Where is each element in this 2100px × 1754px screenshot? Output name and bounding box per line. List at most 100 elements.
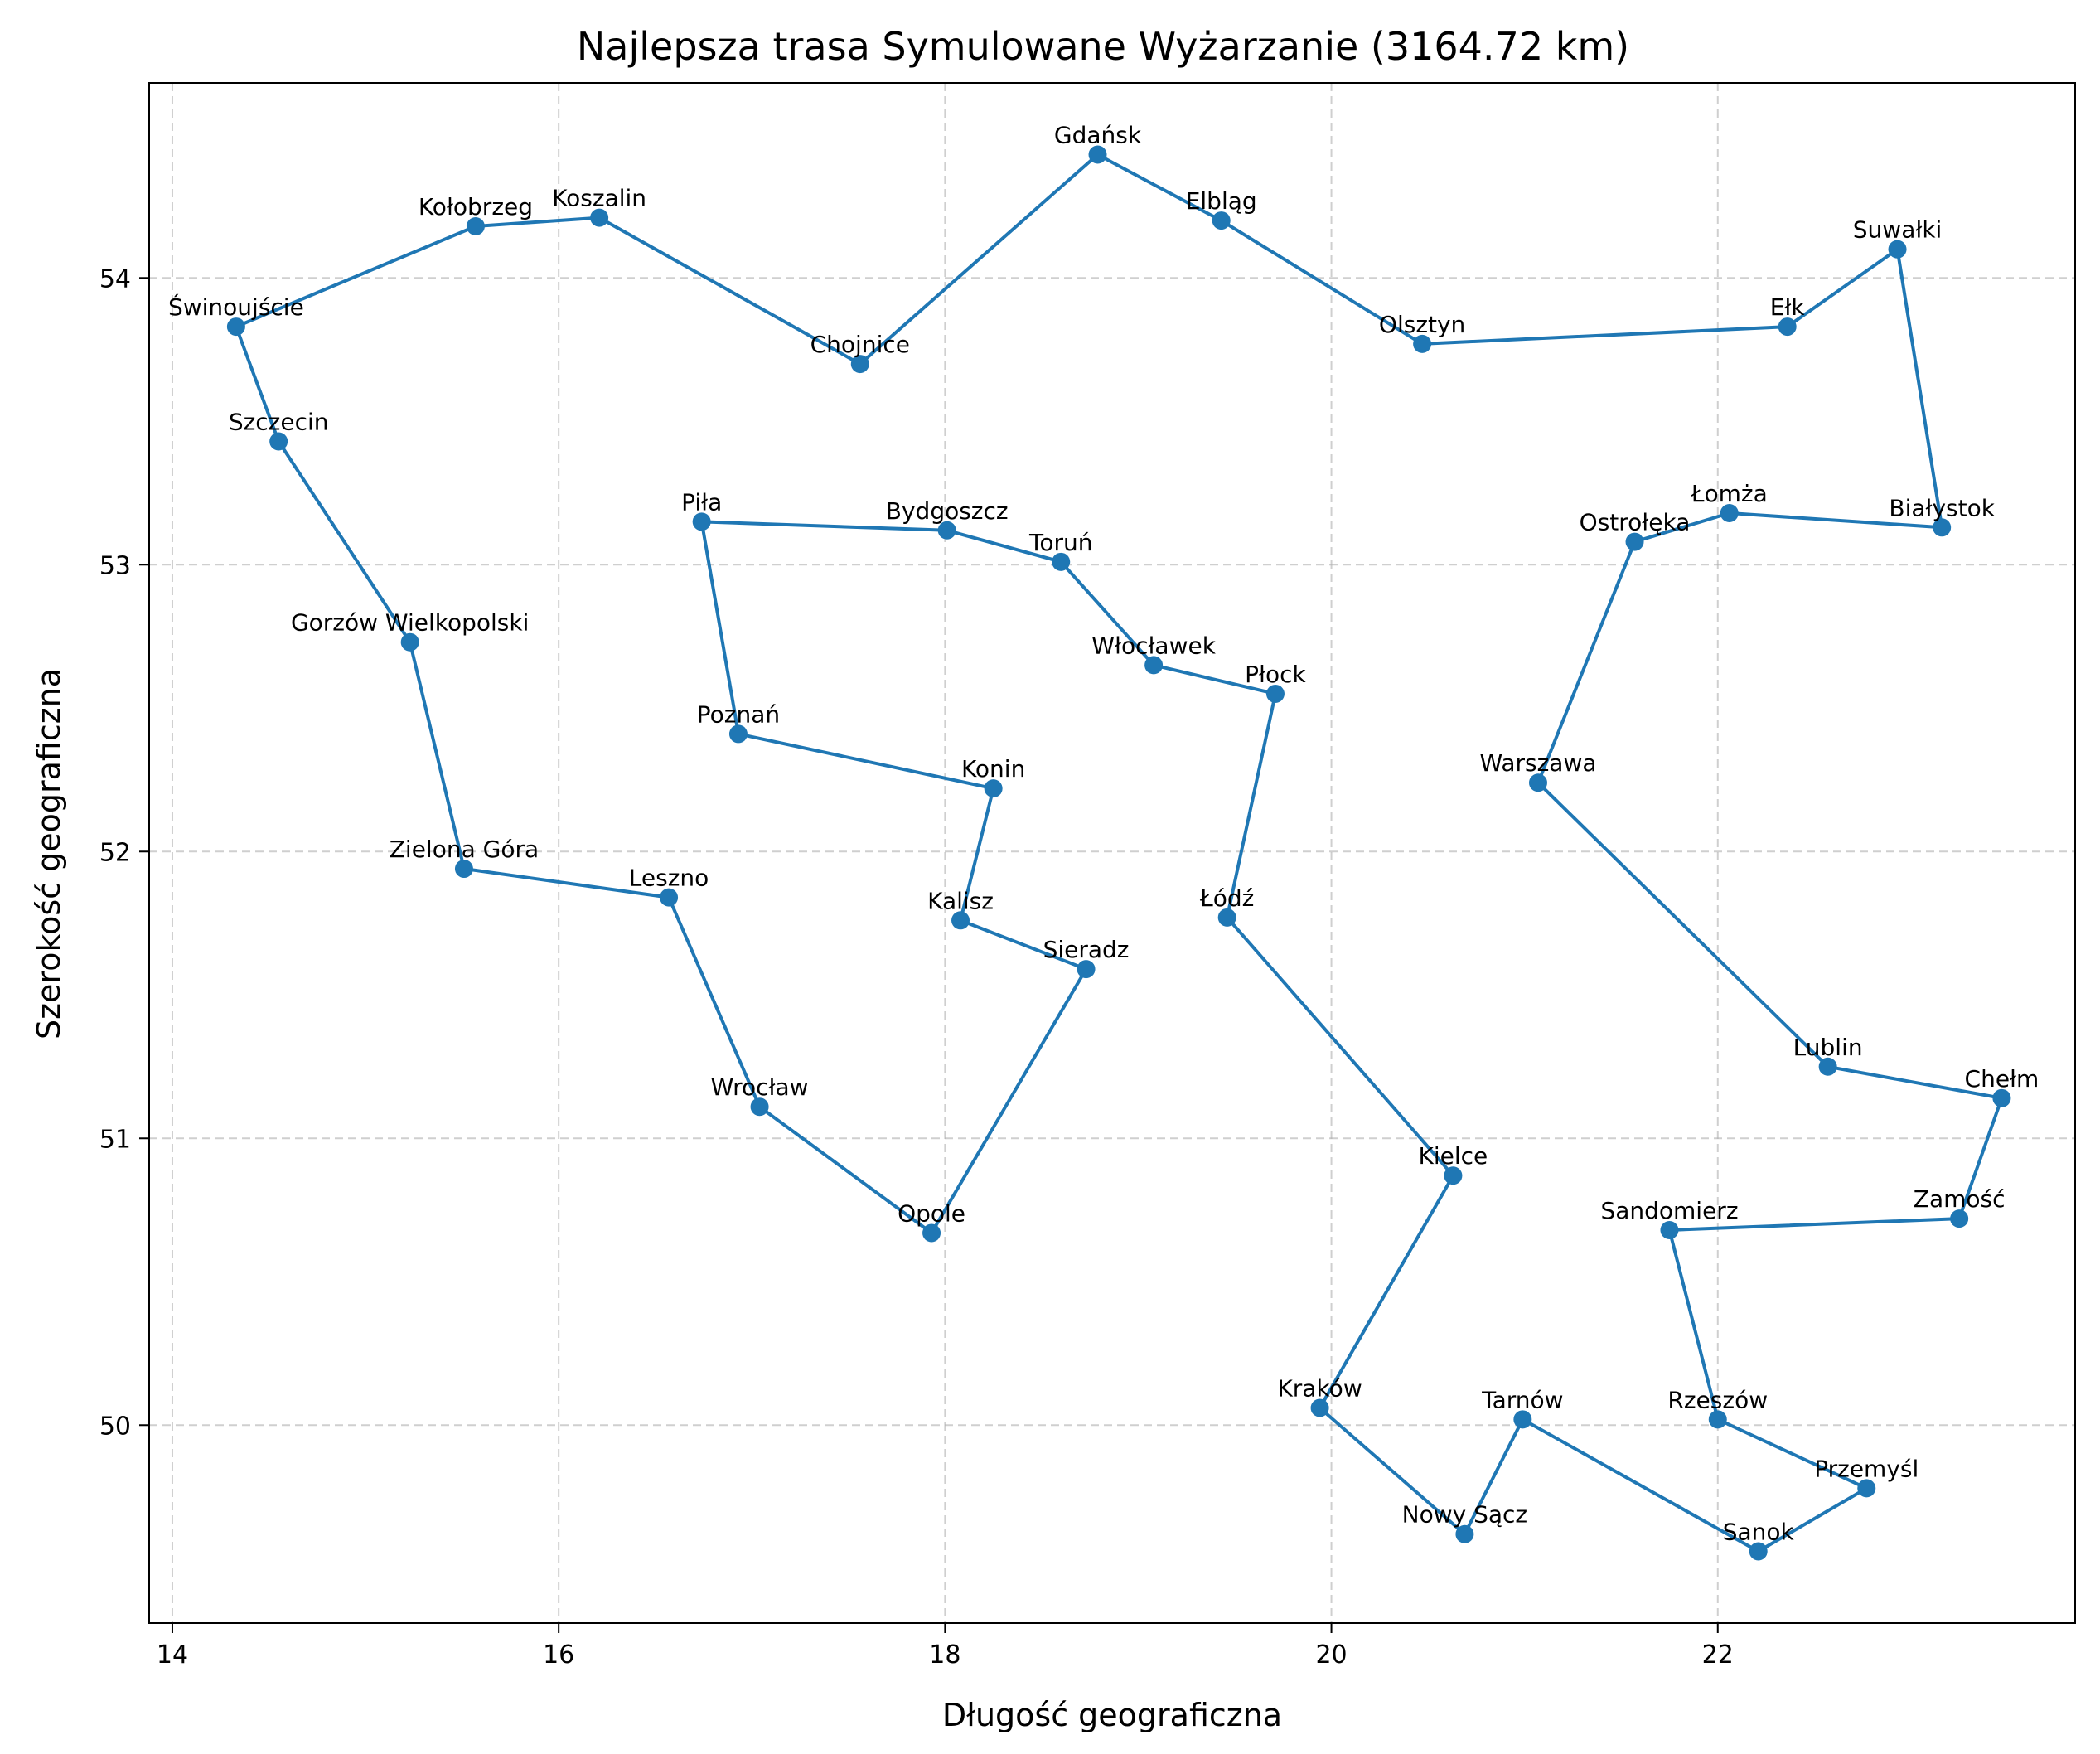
city-point (269, 432, 288, 451)
city-label: Kołobrzeg (419, 193, 533, 220)
city-point (226, 317, 245, 337)
city-points (226, 145, 2011, 1561)
city-label: Kalisz (927, 887, 994, 914)
y-tick-label: 54 (99, 264, 131, 293)
city-label: Bydgoszcz (886, 497, 1009, 525)
city-point (1933, 518, 1952, 537)
city-point (1077, 960, 1096, 979)
city-label: Sandomierz (1600, 1197, 1738, 1224)
city-label: Chojnice (810, 331, 910, 358)
y-tick-label: 51 (99, 1125, 131, 1154)
axis-ticks: 14 16 18 20 22 50 51 52 53 54 (99, 264, 1734, 1669)
city-label: Konin (961, 755, 1025, 783)
city-point (1528, 773, 1547, 792)
city-point (1720, 503, 1739, 522)
y-tick-label: 53 (99, 551, 131, 580)
city-point (984, 779, 1003, 798)
city-point (1708, 1410, 1727, 1429)
city-point (1052, 552, 1071, 571)
city-point (728, 724, 748, 744)
city-label: Szczecin (229, 408, 329, 435)
city-point (1088, 145, 1107, 164)
city-label: Lublin (1793, 1034, 1863, 1061)
city-label: Gdańsk (1054, 121, 1142, 148)
city-point (1888, 240, 1907, 259)
city-labels: Świnoujście Kołobrzeg Koszalin Chojnice Gdań… (168, 121, 2039, 1545)
city-label: Suwałki (1853, 216, 1943, 244)
y-tick-label: 52 (99, 838, 131, 867)
city-point (1444, 1166, 1463, 1185)
x-tick-label: 14 (157, 1640, 188, 1669)
city-point (1625, 532, 1644, 551)
city-point (951, 911, 970, 930)
city-point (1144, 656, 1164, 675)
city-label: Sieradz (1043, 936, 1130, 963)
grid (149, 83, 2075, 1623)
city-label: Kraków (1277, 1375, 1362, 1403)
x-tick-label: 22 (1702, 1640, 1734, 1669)
city-label: Włocławek (1091, 632, 1216, 659)
x-tick-label: 16 (543, 1640, 574, 1669)
y-axis-label: Szerokość geograficzna (31, 668, 67, 1039)
x-tick-label: 20 (1315, 1640, 1347, 1669)
city-label: Białystok (1889, 494, 1995, 521)
city-point (1778, 317, 1797, 337)
city-label: Zamość (1914, 1185, 2006, 1213)
city-point (466, 216, 485, 235)
y-tick-label: 50 (99, 1412, 131, 1441)
city-label: Opole (898, 1199, 965, 1227)
city-label: Poznań (697, 700, 780, 728)
city-label: Gorzów Wielkopolski (291, 609, 529, 637)
city-label: Tarnów (1481, 1386, 1563, 1413)
city-label: Ełk (1770, 293, 1806, 321)
plot-area-frame (148, 82, 2076, 1624)
x-tick-label: 18 (929, 1640, 960, 1669)
city-point (1818, 1057, 1837, 1076)
city-label: Przemyśl (1814, 1455, 1919, 1482)
city-label: Warszawa (1479, 749, 1596, 777)
city-point (1265, 684, 1285, 703)
city-label: Ostrołęka (1580, 509, 1691, 536)
city-label: Łomża (1691, 480, 1768, 507)
city-label: Chełm (1965, 1065, 2040, 1093)
city-point (1857, 1479, 1876, 1498)
city-point (590, 208, 609, 227)
city-label: Nowy Sącz (1402, 1501, 1527, 1529)
city-point (1217, 908, 1236, 927)
city-point (400, 632, 419, 652)
city-label: Toruń (1028, 529, 1092, 556)
city-label: Wrocław (711, 1073, 809, 1101)
city-label: Leszno (629, 865, 709, 892)
city-point (1749, 1542, 1768, 1561)
city-point (850, 355, 869, 374)
city-point (1513, 1410, 1532, 1429)
city-point (1660, 1220, 1679, 1239)
city-label: Piła (681, 488, 722, 516)
city-point (1455, 1524, 1474, 1543)
city-point (1413, 334, 1432, 353)
chart-title: Najlepsza trasa Symulowane Wyżarzanie (3… (577, 24, 1629, 69)
city-point (922, 1223, 941, 1243)
city-point (937, 521, 956, 540)
x-axis-label: Długość geograficzna (942, 1697, 1282, 1733)
city-label: Płock (1245, 661, 1306, 688)
city-point (750, 1097, 769, 1117)
city-point (1212, 211, 1231, 230)
city-label: Sanok (1723, 1519, 1795, 1546)
city-point (692, 512, 711, 531)
city-label: Olsztyn (1379, 311, 1465, 338)
city-label: Kielce (1419, 1142, 1488, 1170)
city-label: Łódź (1199, 884, 1254, 912)
city-point (660, 888, 679, 907)
city-point (1992, 1088, 2011, 1107)
city-label: Rzeszów (1667, 1386, 1768, 1413)
city-label: Elbląg (1186, 187, 1257, 215)
city-label: Świnoujście (168, 293, 304, 321)
city-point (454, 860, 473, 879)
city-label: Koszalin (552, 185, 646, 212)
city-label: Zielona Góra (390, 836, 539, 863)
city-point (1950, 1209, 1969, 1228)
city-point (1310, 1398, 1329, 1417)
